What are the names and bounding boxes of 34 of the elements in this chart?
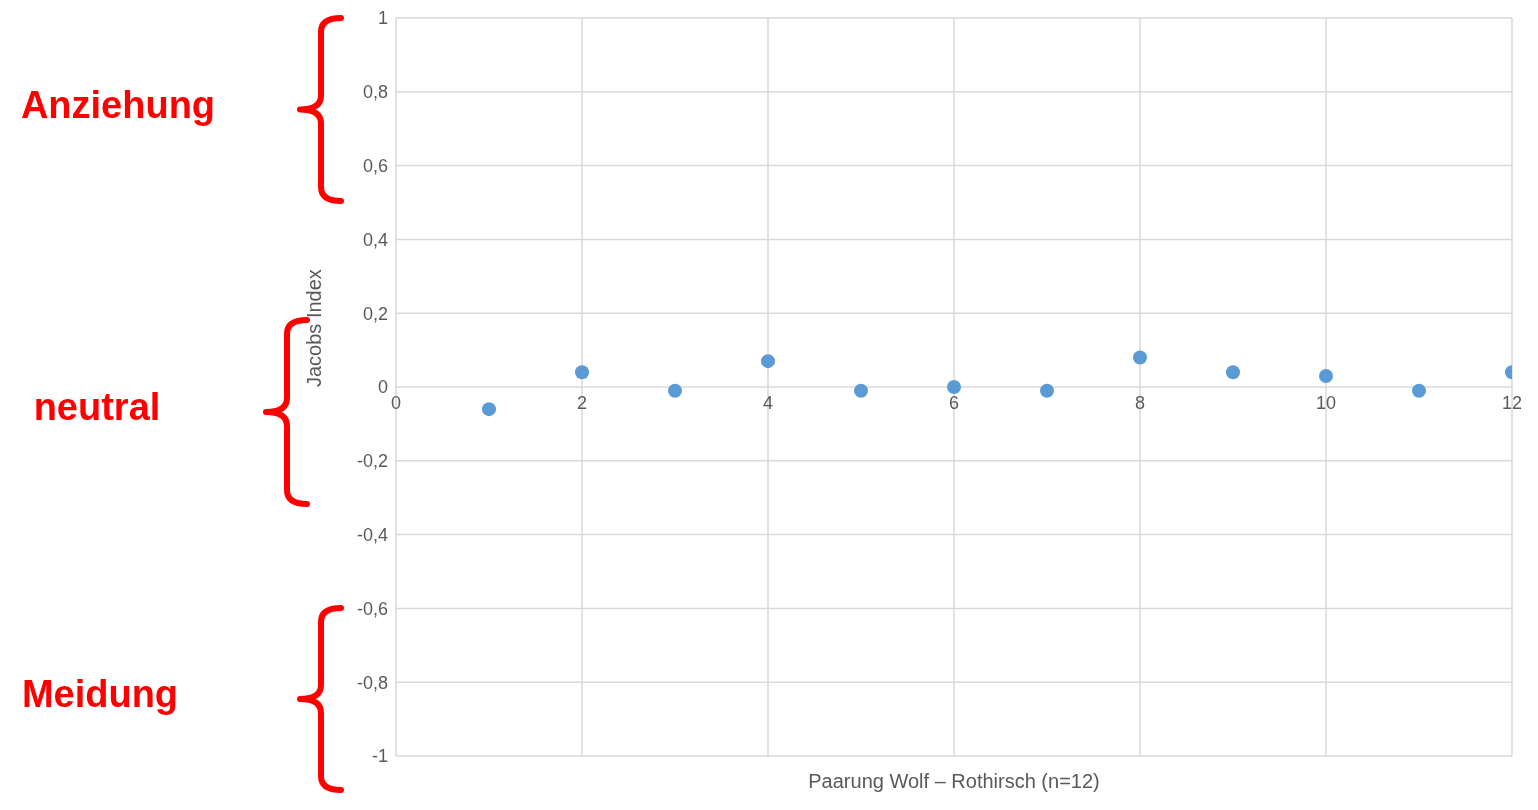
x-tick-label: 6 — [948, 393, 960, 413]
text: Anziehung — [20, 84, 216, 126]
y-tick-label: 0,2 — [362, 303, 388, 324]
point — [854, 383, 868, 398]
point — [761, 354, 775, 369]
x-tick-label: 12 — [1501, 393, 1523, 413]
y-tick-label: -0,8 — [356, 672, 388, 693]
x-tick-label: 8 — [1134, 393, 1146, 413]
y-tick-label: -0,4 — [356, 524, 388, 545]
x-tick-label: 4 — [762, 393, 774, 413]
point — [947, 380, 961, 394]
y-tick-label: 0 — [377, 377, 388, 398]
point — [482, 402, 496, 417]
point — [575, 365, 589, 380]
y-tick-label: -0,6 — [356, 598, 388, 619]
point — [1226, 365, 1240, 380]
x-tick-label: 0 — [390, 393, 402, 413]
y-axis-title: Jacobs Index — [303, 269, 326, 387]
point — [1319, 368, 1333, 383]
y-tick-label: 0,8 — [362, 82, 388, 103]
x-tick-label: 10 — [1315, 393, 1337, 413]
point — [1040, 383, 1054, 398]
y-tick-label: -1 — [371, 746, 388, 767]
y-tick-label: 0,4 — [362, 229, 388, 250]
point — [668, 383, 682, 398]
y-tick-label: -0,2 — [356, 451, 388, 472]
x-tick-label: 2 — [576, 393, 588, 413]
point — [1133, 350, 1147, 365]
y-tick-label: 0,6 — [362, 155, 388, 176]
text: neutral — [33, 386, 161, 428]
point — [1412, 383, 1426, 398]
text: Meidung — [21, 673, 179, 715]
x-axis-title: Paarung Wolf – Rothirsch (n=12) — [808, 770, 1100, 792]
y-tick-label: 1 — [377, 8, 388, 29]
